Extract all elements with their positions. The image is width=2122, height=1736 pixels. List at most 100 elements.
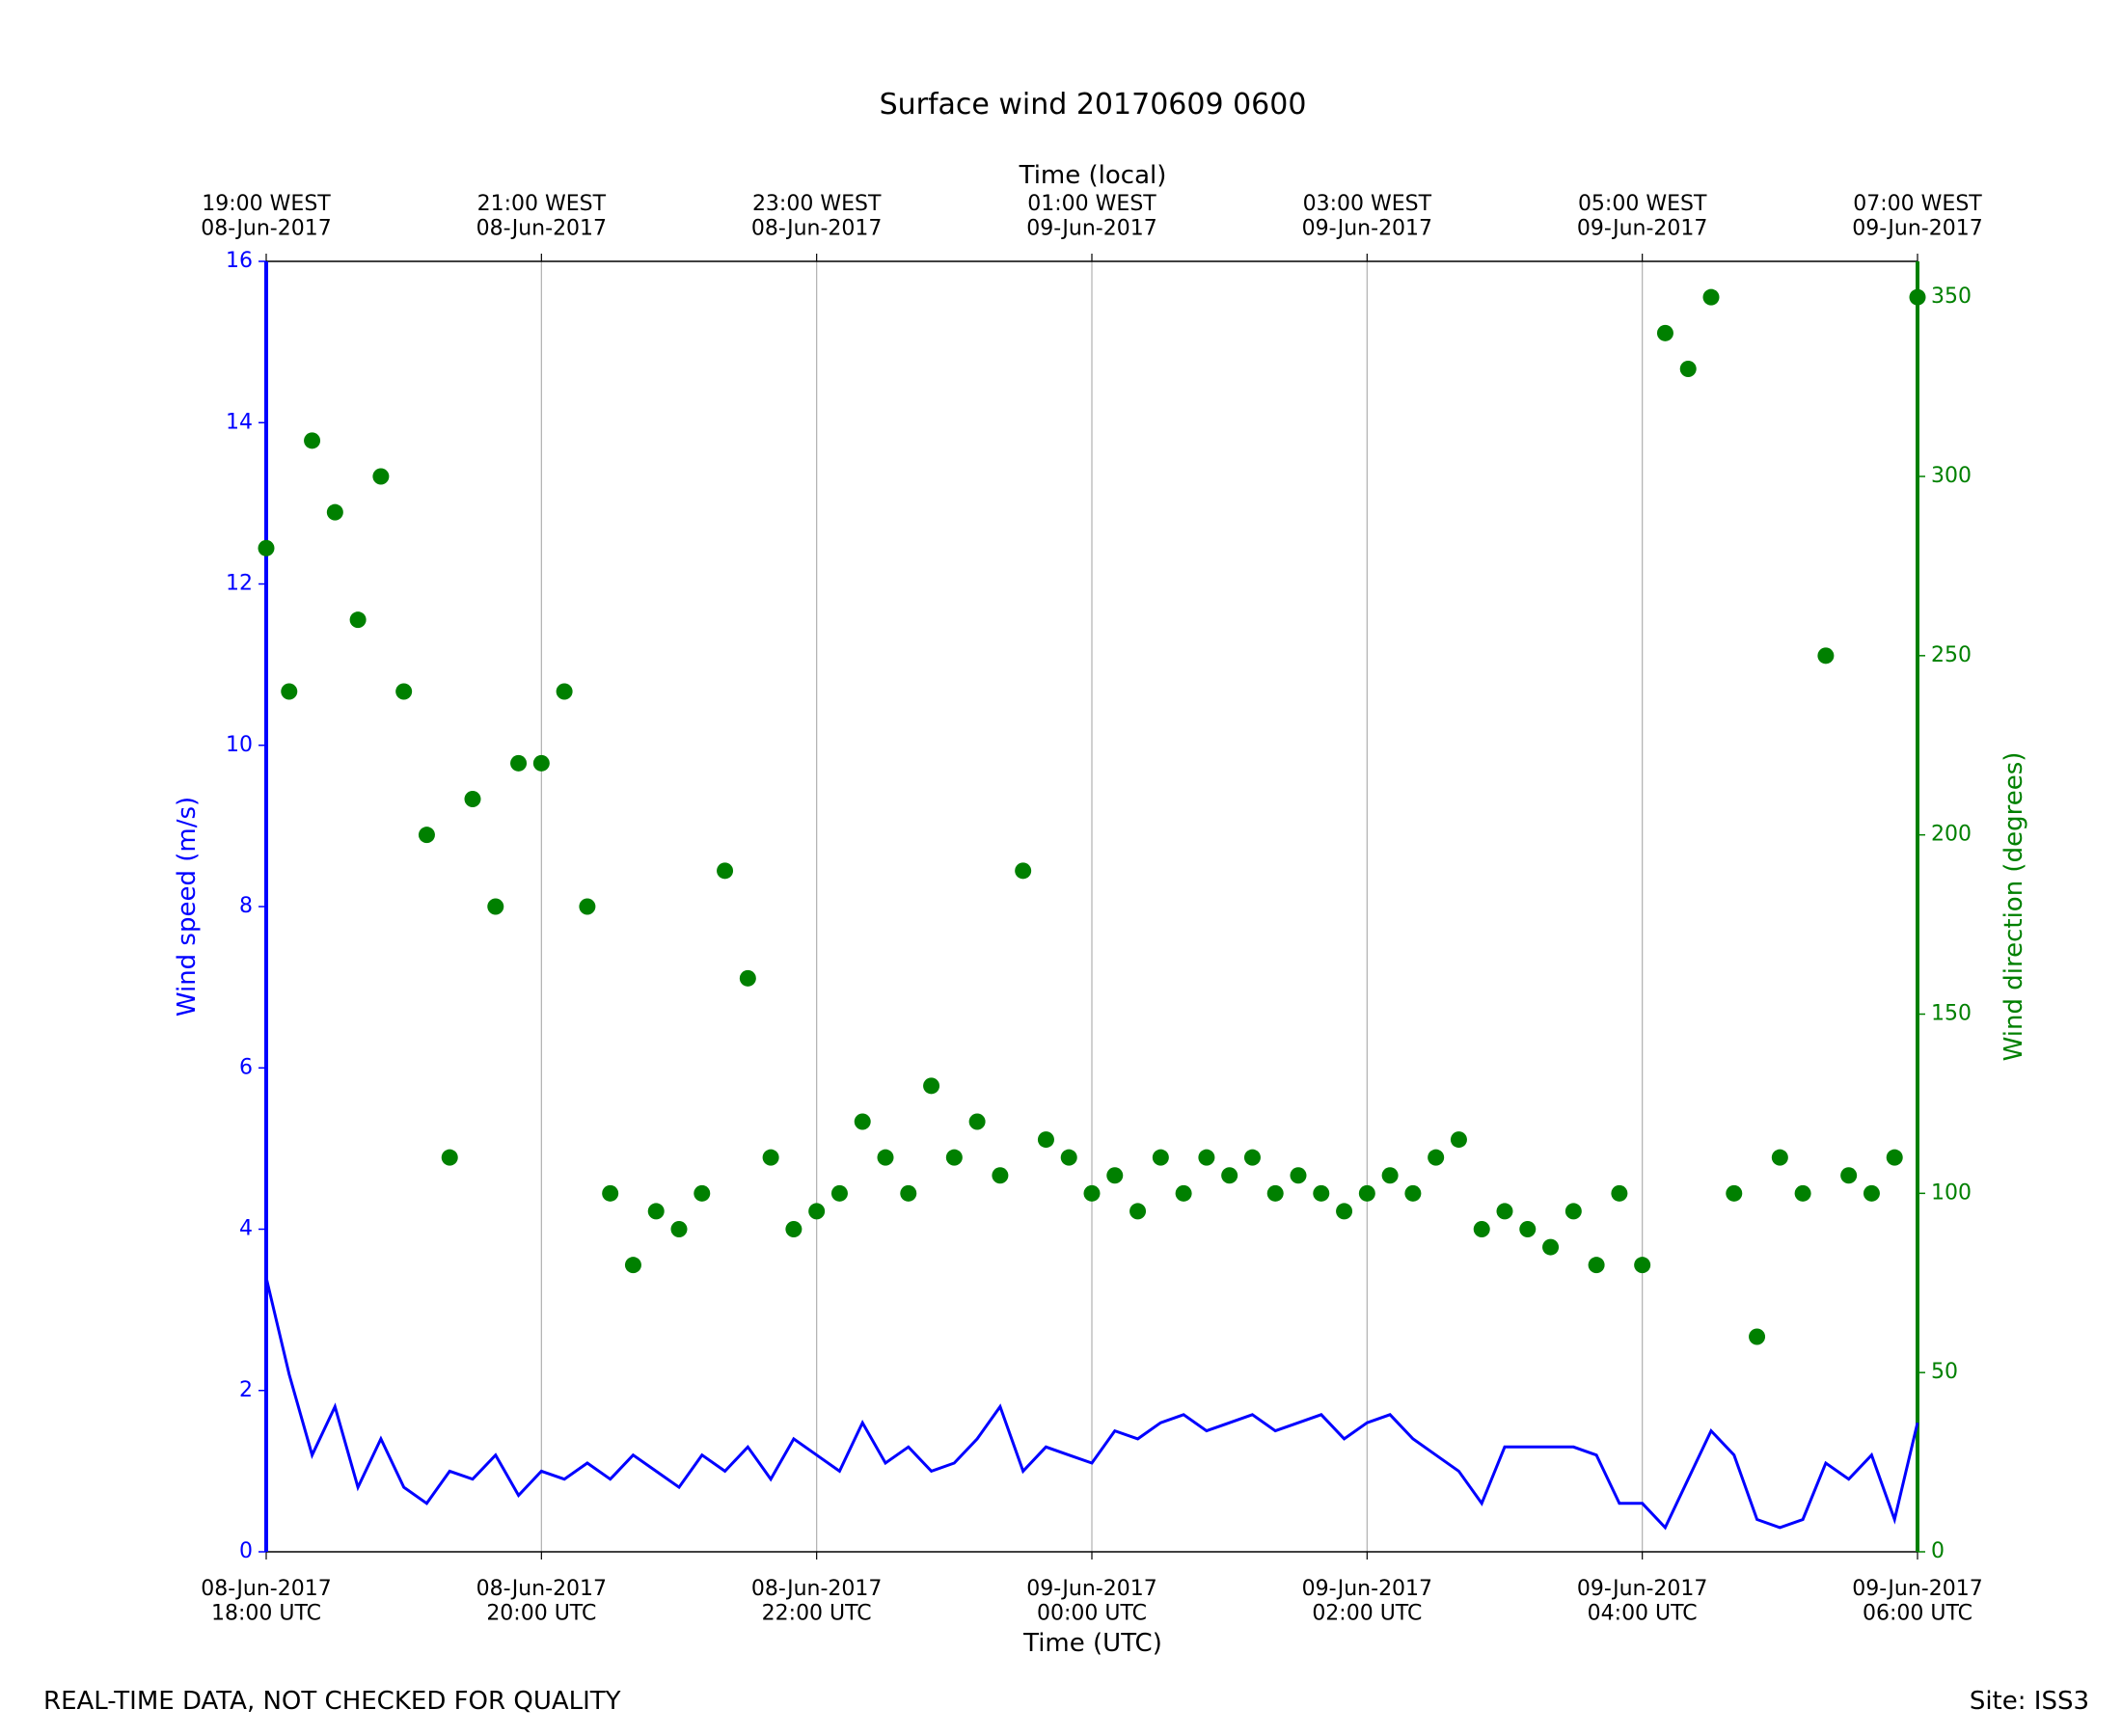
footer-note: REAL-TIME DATA, NOT CHECKED FOR QUALITY bbox=[43, 1687, 621, 1716]
x-tick-label: 09-Jun-2017 06:00 UTC bbox=[1852, 1577, 1982, 1625]
wind-direction-point bbox=[372, 468, 390, 485]
wind-direction-point bbox=[1060, 1149, 1077, 1166]
wind-direction-point bbox=[1106, 1167, 1124, 1184]
wind-direction-point bbox=[1313, 1184, 1330, 1202]
x-tick-label: 09-Jun-2017 02:00 UTC bbox=[1302, 1577, 1432, 1625]
x-tick-label: 09-Jun-2017 00:00 UTC bbox=[1026, 1577, 1156, 1625]
wind-direction-point bbox=[1473, 1221, 1490, 1237]
wind-direction-point bbox=[1175, 1184, 1192, 1202]
wind-direction-point bbox=[900, 1184, 917, 1202]
wind-direction-point bbox=[441, 1149, 458, 1166]
wind-direction-point bbox=[968, 1113, 986, 1130]
wind-direction-point bbox=[1702, 288, 1720, 306]
wind-direction-point bbox=[1015, 862, 1032, 880]
y2-tick-label: 250 bbox=[1931, 643, 1972, 667]
wind-direction-point bbox=[395, 683, 413, 700]
y-tick-label: 0 bbox=[239, 1539, 253, 1563]
wind-direction-point bbox=[1794, 1184, 1811, 1202]
wind-direction-point bbox=[1129, 1203, 1147, 1220]
wind-direction-point bbox=[808, 1203, 826, 1220]
x2-tick-label: 23:00 WEST 08-Jun-2017 bbox=[751, 192, 882, 240]
x2-tick-label: 19:00 WEST 08-Jun-2017 bbox=[201, 192, 331, 240]
x2-axis-label: Time (local) bbox=[1019, 161, 1167, 190]
wind-direction-point bbox=[1634, 1257, 1651, 1274]
wind-direction-point bbox=[854, 1113, 871, 1130]
wind-direction-point bbox=[1519, 1221, 1537, 1237]
wind-direction-point bbox=[1037, 1131, 1054, 1149]
y-tick-label: 14 bbox=[226, 410, 253, 434]
x2-tick-label: 21:00 WEST 08-Jun-2017 bbox=[476, 192, 607, 240]
wind-direction-point bbox=[923, 1077, 940, 1095]
wind-direction-point bbox=[1290, 1167, 1307, 1184]
wind-direction-point bbox=[624, 1257, 641, 1274]
wind-direction-point bbox=[945, 1149, 963, 1166]
wind-direction-point bbox=[1450, 1131, 1467, 1149]
wind-direction-point bbox=[647, 1203, 665, 1220]
wind-direction-point bbox=[464, 791, 481, 807]
x-tick-label: 08-Jun-2017 20:00 UTC bbox=[476, 1577, 607, 1625]
wind-direction-point bbox=[1542, 1238, 1560, 1256]
wind-direction-point bbox=[762, 1149, 779, 1166]
y-tick-label: 6 bbox=[239, 1055, 253, 1079]
wind-direction-point bbox=[1381, 1167, 1399, 1184]
wind-direction-point bbox=[602, 1184, 619, 1202]
wind-direction-point bbox=[1266, 1184, 1284, 1202]
wind-direction-point bbox=[326, 503, 343, 521]
wind-direction-point bbox=[1726, 1184, 1743, 1202]
wind-direction-point bbox=[1243, 1149, 1261, 1166]
wind-direction-point bbox=[1564, 1203, 1582, 1220]
y2-tick-label: 200 bbox=[1931, 823, 1972, 847]
wind-direction-point bbox=[785, 1221, 803, 1237]
y-tick-label: 12 bbox=[226, 572, 253, 596]
wind-direction-point bbox=[717, 862, 734, 880]
wind-direction-point bbox=[830, 1184, 848, 1202]
wind-direction-point bbox=[510, 754, 528, 772]
x-tick-label: 09-Jun-2017 04:00 UTC bbox=[1577, 1577, 1707, 1625]
wind-direction-point bbox=[992, 1167, 1009, 1184]
y-tick-label: 2 bbox=[239, 1378, 253, 1402]
wind-direction-point bbox=[877, 1149, 894, 1166]
wind-direction-point bbox=[1840, 1167, 1858, 1184]
y2-tick-label: 100 bbox=[1931, 1180, 1972, 1205]
y2-axis-label: Wind direction (degrees) bbox=[2000, 752, 2028, 1062]
wind-direction-point bbox=[1358, 1184, 1375, 1202]
wind-direction-point bbox=[1428, 1149, 1445, 1166]
site-label: Site: ISS3 bbox=[1970, 1687, 2089, 1716]
x2-tick-label: 01:00 WEST 09-Jun-2017 bbox=[1026, 192, 1156, 240]
y-tick-label: 8 bbox=[239, 894, 253, 918]
y-tick-label: 4 bbox=[239, 1217, 253, 1241]
wind-direction-point bbox=[1336, 1203, 1353, 1220]
wind-direction-point bbox=[579, 898, 596, 915]
y2-tick-label: 0 bbox=[1931, 1539, 1945, 1563]
wind-direction-point bbox=[1656, 324, 1673, 341]
wind-direction-point bbox=[1886, 1149, 1903, 1166]
wind-direction-point bbox=[670, 1221, 688, 1237]
wind-direction-point bbox=[1863, 1184, 1880, 1202]
wind-direction-point bbox=[1771, 1149, 1788, 1166]
wind-direction-point bbox=[1909, 288, 1926, 306]
wind-direction-point bbox=[258, 539, 275, 556]
x-tick-label: 08-Jun-2017 22:00 UTC bbox=[751, 1577, 882, 1625]
wind-direction-point bbox=[1083, 1184, 1101, 1202]
wind-direction-point bbox=[1588, 1257, 1605, 1274]
chart-title: Surface wind 20170609 0600 bbox=[880, 88, 1307, 122]
y2-tick-label: 150 bbox=[1931, 1002, 1972, 1026]
x2-tick-label: 03:00 WEST 09-Jun-2017 bbox=[1302, 192, 1432, 240]
wind-direction-point bbox=[694, 1184, 711, 1202]
y2-tick-label: 50 bbox=[1931, 1360, 1958, 1384]
x2-tick-label: 07:00 WEST 09-Jun-2017 bbox=[1852, 192, 1982, 240]
x-tick-label: 08-Jun-2017 18:00 UTC bbox=[201, 1577, 331, 1625]
wind-direction-point bbox=[1221, 1167, 1238, 1184]
wind-direction-point bbox=[1198, 1149, 1215, 1166]
wind-direction-point bbox=[349, 611, 367, 629]
wind-direction-point bbox=[1404, 1184, 1422, 1202]
y-tick-label: 16 bbox=[226, 249, 253, 273]
wind-direction-point bbox=[556, 683, 573, 700]
wind-direction-point bbox=[1817, 647, 1835, 665]
y-axis-label: Wind speed (m/s) bbox=[173, 797, 202, 1017]
x-axis-label: Time (UTC) bbox=[1022, 1629, 1162, 1658]
wind-direction-point bbox=[739, 969, 756, 987]
wind-direction-point bbox=[1152, 1149, 1169, 1166]
wind-direction-point bbox=[418, 827, 435, 844]
